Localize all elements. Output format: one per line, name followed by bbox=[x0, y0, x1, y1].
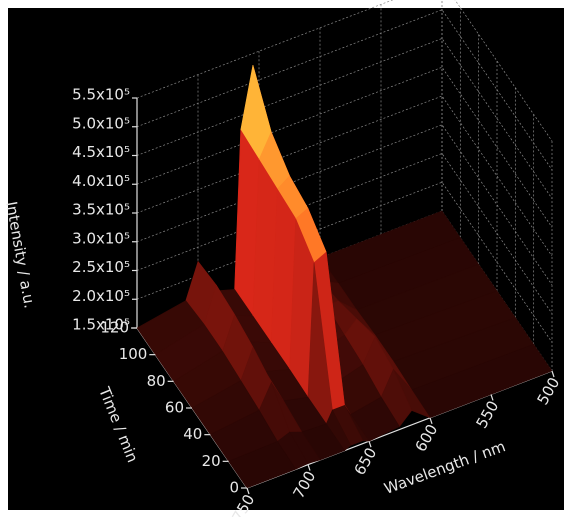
y-tick-label: 40 bbox=[183, 425, 202, 443]
z-tick-label: 2.5x10⁵ bbox=[72, 258, 130, 276]
x-tick bbox=[429, 417, 433, 424]
x-tick bbox=[490, 394, 494, 401]
grid-line bbox=[136, 95, 553, 257]
y-tick-label: 120 bbox=[100, 319, 129, 337]
y-tick-label: 100 bbox=[119, 345, 148, 363]
z-tick-label: 4.5x10⁵ bbox=[72, 143, 130, 161]
grid-line bbox=[136, 66, 553, 228]
x-tick bbox=[368, 441, 372, 448]
y-tick-label: 0 bbox=[229, 479, 239, 497]
y-tick-label: 20 bbox=[202, 452, 221, 470]
z-tick-label: 3.5x10⁵ bbox=[72, 201, 130, 219]
x-tick bbox=[307, 464, 311, 471]
z-tick-label: 4.0x10⁵ bbox=[72, 172, 130, 190]
surface-patch bbox=[228, 441, 297, 489]
z-tick-label: 5.5x10⁵ bbox=[72, 86, 130, 104]
z-tick-label: 5.0x10⁵ bbox=[72, 114, 130, 132]
x-tick bbox=[551, 370, 555, 378]
y-tick-label: 60 bbox=[165, 399, 184, 417]
z-tick-label: 3.0x10⁵ bbox=[72, 229, 130, 247]
z-tick-label: 1.5x10⁵ bbox=[72, 316, 130, 334]
y-tick-label: 80 bbox=[147, 372, 166, 390]
x-tick bbox=[246, 487, 250, 495]
z-tick-label: 2.0x10⁵ bbox=[72, 287, 130, 305]
grid-line bbox=[136, 0, 553, 142]
